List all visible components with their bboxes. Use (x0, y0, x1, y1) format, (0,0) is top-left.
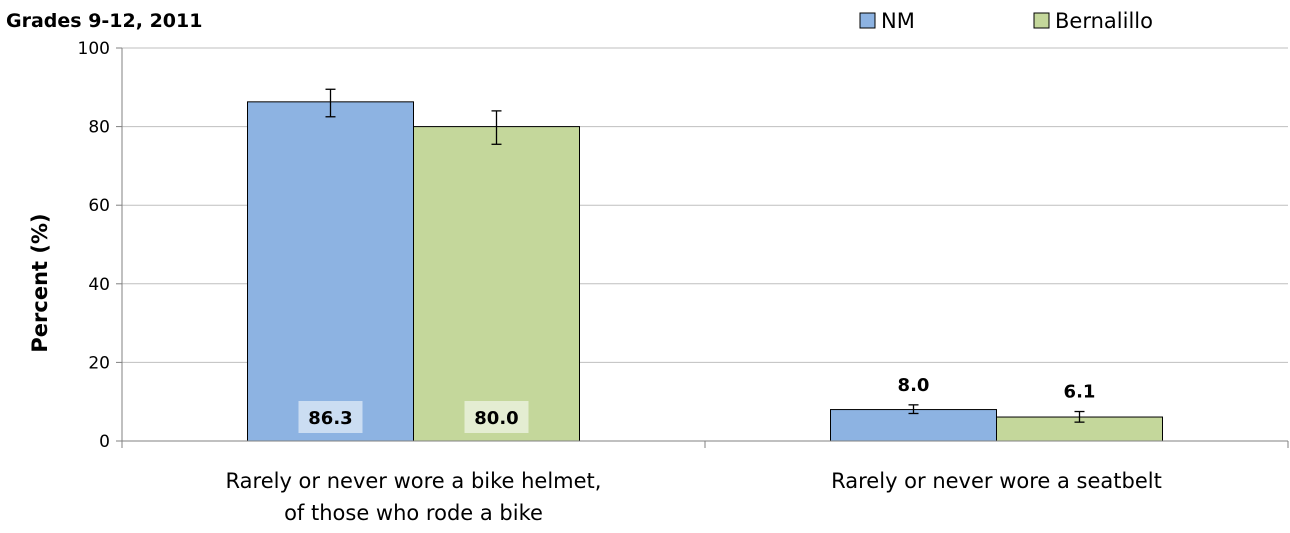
data-label-bg (464, 401, 529, 433)
legend[interactable]: NM Bernalillo (859, 9, 1153, 33)
legend-label: NM (881, 9, 915, 33)
y-tick-label: 0 (99, 432, 110, 452)
bar (247, 101, 414, 442)
axes: 0 20 40 60 80 100 Rarely or never wore a bike … (78, 39, 1289, 525)
legend-label: Bernalillo (1055, 9, 1153, 33)
data-label-bg (298, 401, 363, 433)
y-tick-label: 60 (88, 196, 110, 216)
y-tick-label: 80 (88, 118, 110, 138)
bars: 86.3 80.0 8.0 6.1 (247, 88, 1163, 442)
x-tick-label: Rarely or never wore a bike helmet, (226, 469, 602, 493)
y-tick-label: 20 (88, 353, 110, 373)
bar (413, 126, 580, 442)
y-axis-label: Percent (%) (28, 213, 52, 352)
data-label: 80.0 (474, 408, 518, 429)
y-tick-label: 100 (78, 39, 110, 59)
chart-title: Grades 9-12, 2011 (6, 10, 202, 32)
legend-swatch (1033, 12, 1050, 29)
y-tick-label: 40 (88, 275, 110, 295)
x-tick-label: of those who rode a bike (284, 501, 543, 525)
data-label: 86.3 (308, 408, 352, 429)
data-label: 8.0 (898, 375, 930, 396)
x-tick-label: Rarely or never wore a seatbelt (831, 469, 1162, 493)
data-label: 6.1 (1064, 382, 1096, 403)
legend-swatch (859, 12, 876, 29)
bar (830, 409, 997, 442)
